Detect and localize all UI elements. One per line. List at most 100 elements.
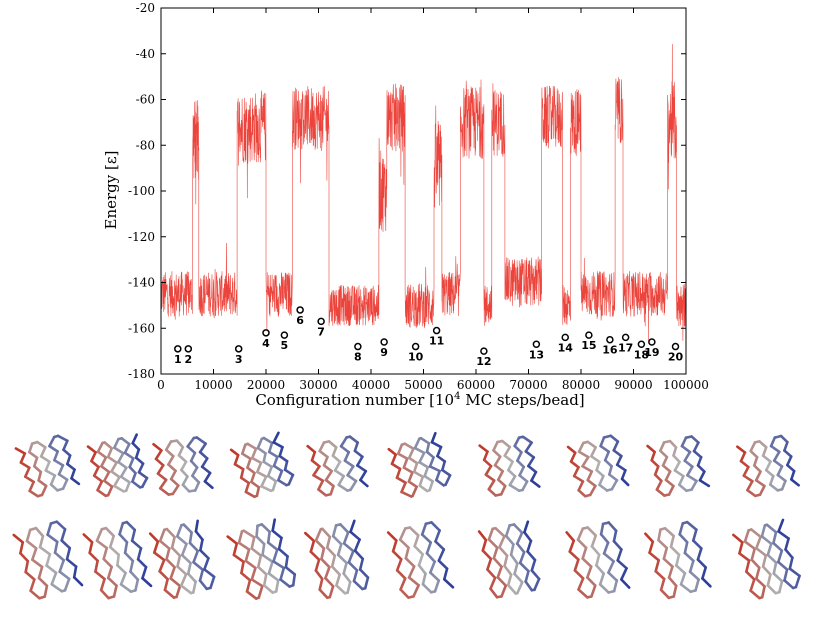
chain-bond xyxy=(413,446,426,455)
chain-bond xyxy=(516,459,526,469)
chain-bond xyxy=(117,451,125,464)
chain-bond xyxy=(189,451,197,463)
chain-bond xyxy=(329,484,335,496)
chain-bond xyxy=(669,534,675,549)
chain-bond xyxy=(755,577,766,588)
chain-bond xyxy=(246,466,256,475)
chain-bond xyxy=(777,518,785,533)
chain-bond xyxy=(486,568,497,580)
chain-bond xyxy=(581,546,588,560)
chain-bond xyxy=(63,577,71,592)
chain-bond xyxy=(347,549,355,564)
chain-bond xyxy=(761,454,772,463)
chain-bond xyxy=(749,589,761,600)
chain-bond xyxy=(262,584,274,594)
chain-bond xyxy=(39,455,51,464)
chain-bond xyxy=(188,541,200,553)
chain-bond xyxy=(407,471,414,483)
chain-bond xyxy=(513,444,523,454)
chain-bond xyxy=(314,527,323,542)
marked-point xyxy=(234,345,243,353)
chain-bond xyxy=(568,550,580,561)
chain-bond xyxy=(484,464,493,476)
chain-bond xyxy=(518,550,526,565)
chain-bond xyxy=(256,446,267,455)
chain-bond xyxy=(194,530,204,541)
chain-bond xyxy=(428,456,435,468)
chain-bond xyxy=(309,550,321,561)
chain-bond xyxy=(391,549,403,561)
x-tick-label: 60000 xyxy=(457,378,495,392)
chain-bond xyxy=(411,485,418,498)
chain-bond xyxy=(28,489,40,498)
chain-bond xyxy=(88,551,99,563)
chain-bond xyxy=(124,481,131,493)
chain-bond xyxy=(736,445,747,454)
chain-bond xyxy=(648,551,660,562)
chain-bond xyxy=(318,441,326,453)
chain-bond xyxy=(239,476,251,485)
chain-bond xyxy=(503,454,514,463)
chain-bond xyxy=(503,554,509,568)
chain-bond xyxy=(318,588,329,600)
chain-bond xyxy=(163,577,169,592)
chain-bond xyxy=(352,569,359,583)
chain-bond xyxy=(179,572,188,587)
chain-bond xyxy=(267,450,279,459)
chain-bond xyxy=(312,465,321,477)
chain-bond xyxy=(609,434,620,443)
chain-bond xyxy=(94,570,106,581)
x-axis-title: Configuration number [104 MC steps/bead] xyxy=(255,391,584,409)
chain-bond xyxy=(88,540,94,555)
chain-bond xyxy=(169,469,177,481)
chain-bond xyxy=(324,478,335,488)
chain-bond xyxy=(106,455,118,464)
chain-bond xyxy=(413,437,421,450)
x-tick-label: 90000 xyxy=(614,378,652,392)
chain-bond xyxy=(131,471,137,483)
chain-bond xyxy=(430,521,441,532)
chain-bond xyxy=(349,519,356,534)
chain-bond xyxy=(492,449,502,458)
chain-bond xyxy=(526,550,537,562)
chain-bond xyxy=(342,531,350,545)
chain-bond xyxy=(421,582,433,594)
chain-bond xyxy=(324,469,333,482)
chain-bond xyxy=(158,528,166,543)
chain-bond xyxy=(769,436,777,448)
chain-bond xyxy=(96,480,104,492)
chain-bond xyxy=(113,437,120,450)
chain-bond xyxy=(200,465,212,475)
chain-bond xyxy=(650,450,656,462)
chain-bond xyxy=(327,440,338,449)
structure-18 xyxy=(565,521,631,599)
chain-bond xyxy=(663,526,675,538)
chain-bond xyxy=(342,561,348,575)
chain-bond xyxy=(400,481,407,494)
chain-bond xyxy=(136,547,143,561)
chain-bond xyxy=(117,460,128,470)
chain-bond xyxy=(108,534,116,549)
chain-bond xyxy=(444,474,452,487)
chain-bond xyxy=(484,473,496,482)
marked-point-label: 1 xyxy=(174,353,182,366)
chain-bond xyxy=(616,559,628,570)
chain-bond xyxy=(668,439,678,449)
chain-bond xyxy=(134,456,145,465)
marked-point xyxy=(621,333,630,342)
chain-bond xyxy=(496,478,507,488)
chain-bond xyxy=(346,580,352,594)
chain-bond xyxy=(407,480,418,489)
chain-bond xyxy=(50,571,58,586)
structure-3 xyxy=(152,436,214,496)
chain-bond xyxy=(256,437,264,450)
chain-bond xyxy=(131,441,141,451)
chain-bond xyxy=(60,539,72,550)
chain-bond xyxy=(515,531,524,545)
chain-bond xyxy=(45,552,52,567)
marked-point xyxy=(380,338,388,346)
chain-bond xyxy=(487,538,499,549)
chain-bond xyxy=(134,578,140,592)
chain-bond xyxy=(577,489,587,498)
